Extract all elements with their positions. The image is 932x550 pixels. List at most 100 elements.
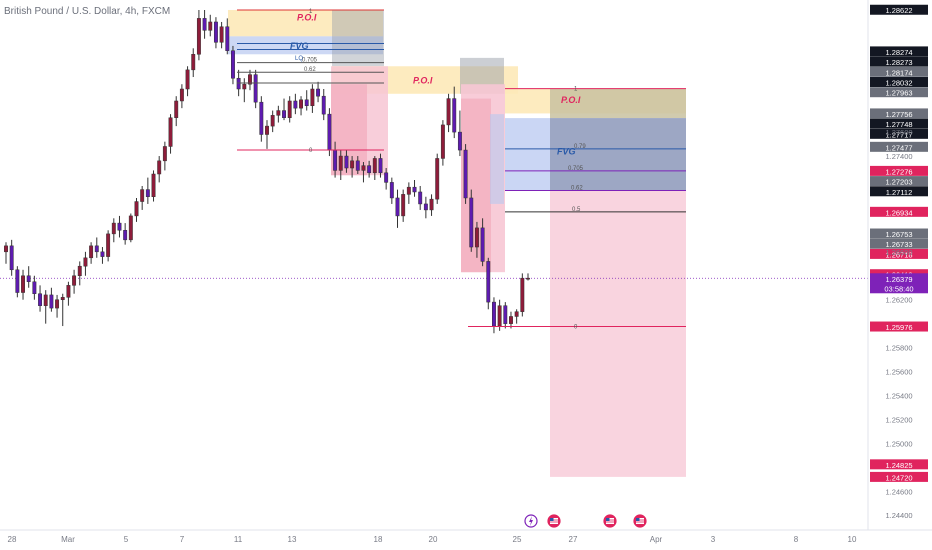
- candle-body: [100, 251, 105, 257]
- candle-body: [338, 155, 343, 171]
- price-tag-label: 1.27748: [885, 120, 912, 129]
- candle-body: [514, 311, 519, 317]
- time-tick-label: 13: [288, 535, 297, 544]
- time-tick-label: 3: [711, 535, 716, 544]
- candle-body: [179, 88, 184, 102]
- candle-body: [429, 198, 434, 211]
- price-tag-bg: [870, 165, 928, 176]
- candle-body: [282, 110, 286, 118]
- candle-body: [418, 191, 423, 205]
- candle-body: [520, 277, 525, 312]
- candle-body: [231, 50, 235, 79]
- time-tick-label: 20: [429, 535, 438, 544]
- candle-body: [333, 149, 338, 171]
- fib-label-0-right: 0: [574, 325, 578, 331]
- candle-body: [310, 88, 315, 107]
- candle-body: [219, 26, 224, 43]
- price-tag-bg: [870, 77, 928, 88]
- candle-body: [463, 149, 468, 199]
- time-axis: 28 Mar 5 7 11 13 18 20 25 27 Apr 3 8 10: [0, 529, 932, 544]
- candle-body: [49, 294, 54, 309]
- fvg-small: [490, 114, 504, 204]
- candle-body: [304, 99, 309, 107]
- price-tag-bg: [870, 56, 928, 67]
- us-flag-icon[interactable]: [603, 514, 617, 528]
- time-tick-label: 27: [569, 535, 578, 544]
- price-tag-label: 1.26718: [885, 250, 912, 259]
- candle-body: [202, 18, 207, 31]
- candle-body: [157, 160, 162, 175]
- candle-body: [440, 124, 445, 159]
- target-zone-right: [550, 190, 686, 477]
- candle-body: [446, 98, 451, 126]
- fvg-overlap-right: [550, 118, 686, 191]
- candle-body: [32, 281, 37, 294]
- candle-body: [253, 74, 258, 103]
- candle-body: [452, 98, 457, 133]
- poi-label-2: P.O.I: [413, 76, 433, 86]
- price-tag-bg: [870, 228, 928, 239]
- time-tick-label: 25: [513, 535, 522, 544]
- candle-body: [4, 245, 8, 253]
- candle-body: [117, 222, 122, 231]
- candle-body: [208, 21, 213, 31]
- poi-overlap-right: [550, 88, 686, 119]
- candle-body: [248, 74, 252, 85]
- price-tag-label: 1.28032: [885, 79, 912, 88]
- candle-body: [435, 158, 440, 200]
- us-flag-icon[interactable]: [547, 514, 561, 528]
- candle-body: [196, 18, 201, 55]
- price-tag-label: 1.26733: [885, 240, 912, 249]
- price-tag-label: 1.28273: [885, 58, 912, 67]
- price-tag-bg: [870, 321, 928, 332]
- price-tag-label: 1.27756: [885, 110, 912, 119]
- candle-body: [15, 269, 20, 293]
- candle-body: [287, 100, 292, 118]
- fib-label-0705-left: 0.705: [302, 58, 318, 64]
- countdown-label: 03:58:40: [884, 284, 913, 293]
- candle-body: [389, 182, 394, 199]
- fib-label-0705-right: 0.705: [568, 166, 584, 172]
- candle-body: [26, 275, 31, 283]
- price-tag-label: 1.25976: [885, 323, 912, 332]
- candle-body: [9, 245, 14, 271]
- candle-body: [236, 77, 241, 90]
- current-price-tag-bg: [870, 273, 928, 294]
- candle-body: [480, 227, 485, 262]
- price-tick-label: 1.27600: [885, 128, 912, 137]
- candle-body: [242, 83, 247, 90]
- price-tick-label: 1.24400: [885, 511, 912, 520]
- lightning-icon[interactable]: [524, 514, 538, 528]
- price-tag-bg: [870, 128, 928, 139]
- candle-body: [162, 146, 167, 162]
- price-tag-bg: [870, 176, 928, 187]
- candle-body: [66, 285, 71, 298]
- candle-body: [140, 189, 145, 202]
- time-tick-label: 8: [794, 535, 799, 544]
- fib-levels: 1 0.705 0.62 0 LQ 1 0.79 0.705 0.62 0.5 0 P.O.I FVG P…: [237, 9, 686, 331]
- candle-body: [174, 100, 179, 118]
- chart-title: British Pound / U.S. Dollar, 4h, FXCM: [4, 6, 171, 17]
- candle-body: [94, 245, 99, 253]
- candle-body: [299, 99, 303, 109]
- price-tick-label: 1.25600: [885, 368, 912, 377]
- price-tag-bg: [870, 459, 928, 470]
- candle-body: [361, 165, 366, 171]
- candle-body: [111, 222, 116, 235]
- price-tick-label: 1.26600: [885, 248, 912, 257]
- lq-label: LQ: [295, 56, 303, 62]
- price-tag-label: 1.26934: [885, 208, 912, 217]
- candle-body: [77, 265, 82, 277]
- price-tag-label: 1.28174: [885, 68, 912, 77]
- price-tag-bg: [870, 248, 928, 259]
- events-row[interactable]: [524, 514, 647, 528]
- candle-body: [168, 117, 173, 147]
- candle-body: [344, 155, 349, 169]
- price-tag-bg: [870, 108, 928, 119]
- time-tick-label: Apr: [650, 535, 663, 544]
- price-tag-label: 1.27276: [885, 167, 912, 176]
- us-flag-icon[interactable]: [633, 514, 647, 528]
- candle-body: [43, 294, 48, 306]
